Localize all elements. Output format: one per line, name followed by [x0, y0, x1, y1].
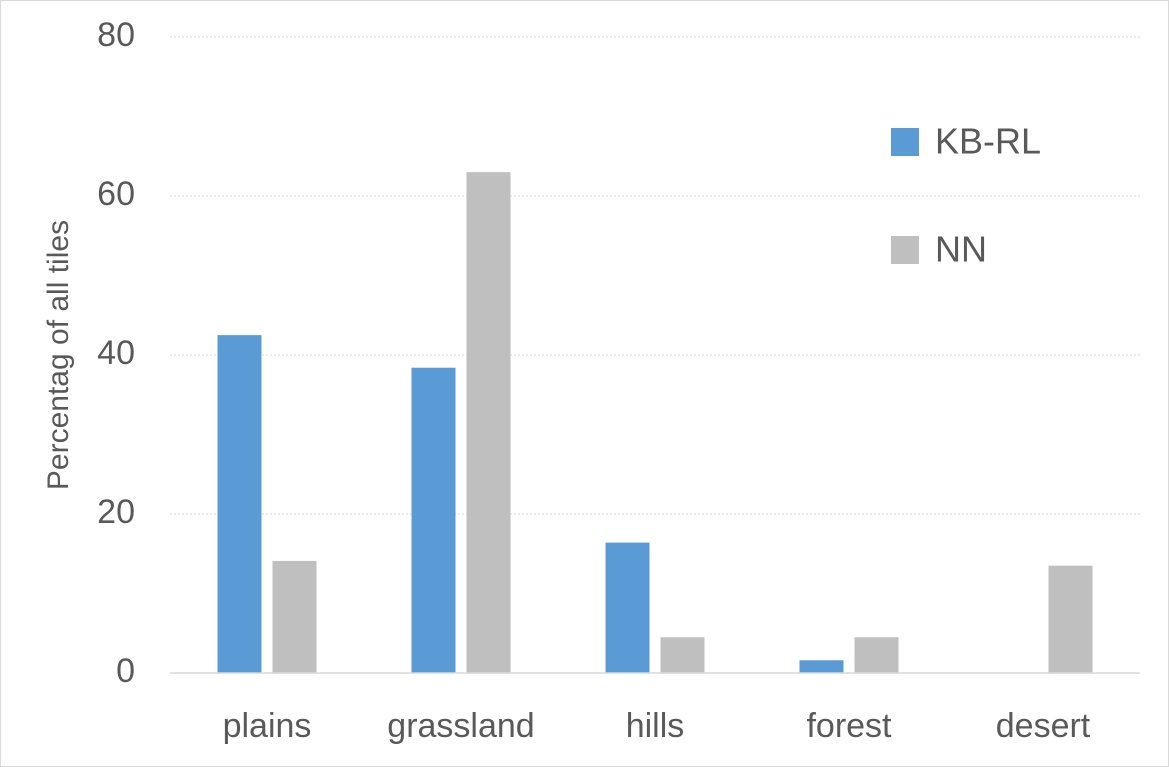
y-tick-label: 60	[97, 175, 135, 213]
bar	[605, 542, 650, 673]
legend-label: NN	[935, 229, 987, 270]
y-tick-label: 0	[116, 652, 135, 690]
y-tick-label: 20	[97, 493, 135, 531]
bar	[411, 367, 456, 673]
bar	[854, 637, 899, 673]
bar	[1048, 565, 1093, 673]
legend-label: KB-RL	[935, 121, 1041, 162]
y-tick-label: 80	[97, 16, 135, 54]
x-tick-label: grassland	[387, 707, 534, 745]
bar	[217, 335, 262, 673]
legend-swatch	[891, 128, 919, 156]
bar	[799, 660, 844, 673]
x-tick-label: forest	[806, 707, 892, 745]
y-tick-label: 40	[97, 334, 135, 372]
bar	[272, 560, 317, 673]
x-tick-label: plains	[223, 707, 312, 745]
x-tick-label: hills	[626, 707, 685, 745]
bar	[660, 637, 705, 673]
y-axis-label: Percentag of all tiles	[42, 220, 75, 490]
x-tick-label: desert	[996, 707, 1091, 745]
legend-swatch	[891, 236, 919, 264]
bar	[466, 172, 511, 673]
